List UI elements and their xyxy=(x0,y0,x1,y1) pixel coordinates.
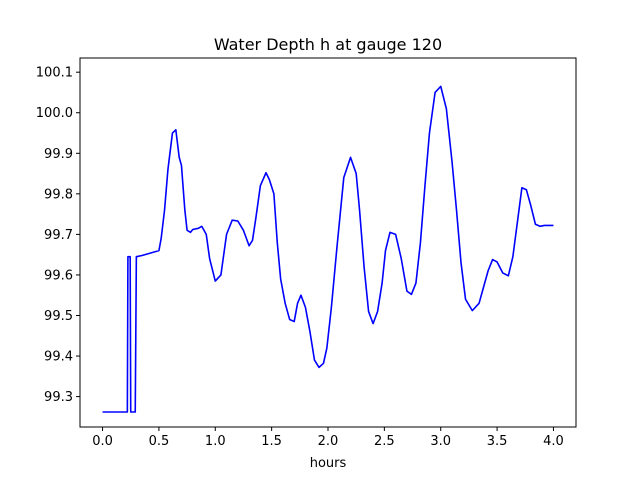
y-tick-label: 100.1 xyxy=(36,66,73,81)
x-tick-label: 2.5 xyxy=(374,434,395,449)
axes-frame xyxy=(79,57,577,428)
x-tick-label: 1.5 xyxy=(261,434,282,449)
y-tick-label: 99.7 xyxy=(44,228,73,243)
y-axis-ticks: 99.3 99.4 99.5 99.6 99.7 99.8 99.9 100.0 100.1 xyxy=(36,66,80,405)
x-axis-label: hours xyxy=(310,456,347,471)
series-line xyxy=(102,85,554,413)
chart-title: Water Depth h at gauge 120 xyxy=(214,35,442,54)
x-tick-label: 0.0 xyxy=(92,434,113,449)
x-tick-label: 4.0 xyxy=(543,434,564,449)
x-tick-label: 0.5 xyxy=(149,434,170,449)
x-axis-ticks: 0.0 0.5 1.0 1.5 2.0 2.5 3.0 3.5 4.0 xyxy=(92,427,564,449)
y-tick-label: 99.8 xyxy=(44,187,73,202)
x-tick-label: 3.5 xyxy=(487,434,508,449)
x-tick-label: 2.0 xyxy=(318,434,339,449)
y-tick-label: 99.6 xyxy=(44,268,73,283)
y-tick-label: 99.9 xyxy=(44,147,73,162)
y-tick-label: 99.5 xyxy=(44,309,73,324)
x-tick-label: 3.0 xyxy=(430,434,451,449)
y-tick-label: 99.3 xyxy=(44,390,73,405)
x-tick-label: 1.0 xyxy=(205,434,226,449)
y-tick-label: 99.4 xyxy=(44,350,73,365)
y-tick-label: 100.0 xyxy=(36,106,73,121)
plot-area xyxy=(102,85,554,413)
